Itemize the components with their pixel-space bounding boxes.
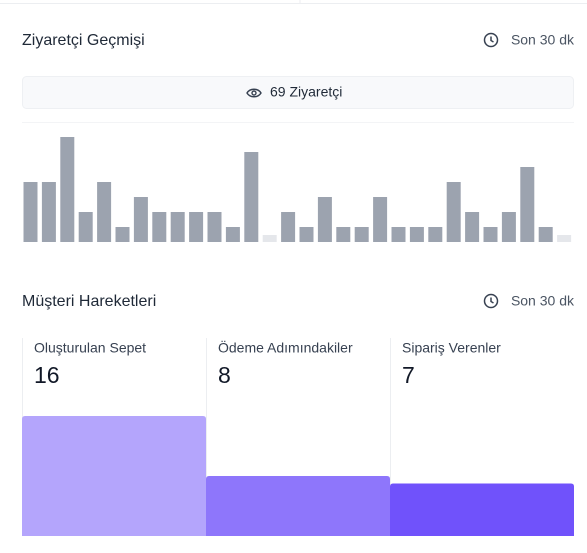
bar — [409, 227, 424, 242]
step-label: Sipariş Verenler — [402, 340, 501, 356]
period: Son 30 dk — [511, 32, 575, 48]
summary-box — [22, 76, 574, 109]
bar — [538, 227, 553, 242]
period: Son 30 dk — [511, 293, 575, 309]
section-title: Müşteri Hareketleri — [22, 293, 156, 310]
bar — [465, 212, 480, 242]
bar — [225, 227, 240, 242]
bar — [60, 137, 75, 242]
bar — [281, 212, 296, 242]
bar — [483, 227, 498, 242]
summary: 69 Ziyaretçi — [270, 84, 342, 100]
step-label: Ödeme Adımındakiler — [218, 339, 353, 356]
bar — [78, 212, 93, 242]
bar — [446, 182, 461, 242]
bar — [501, 212, 516, 242]
step-value: 16 — [34, 362, 60, 388]
bar — [41, 182, 56, 242]
bar — [317, 197, 332, 242]
step-value: 8 — [218, 362, 231, 388]
bar — [520, 167, 535, 242]
bar — [391, 227, 406, 242]
funnel-bar — [206, 476, 390, 536]
funnel-bar — [390, 483, 574, 536]
eye-icon — [246, 88, 262, 98]
bar — [428, 227, 443, 242]
bar — [354, 227, 369, 242]
bar — [207, 212, 222, 242]
bar — [170, 212, 185, 242]
bar — [115, 227, 130, 242]
bar — [189, 212, 204, 242]
funnel-bar — [22, 416, 206, 536]
bar — [23, 182, 38, 242]
bar — [133, 197, 148, 242]
section-title: Ziyaretçi Geçmişi — [22, 32, 145, 49]
clock-icon — [483, 32, 499, 48]
bar — [262, 235, 277, 242]
clock-icon — [483, 293, 499, 309]
bar — [373, 197, 388, 242]
bar — [557, 235, 572, 242]
step-value: 7 — [402, 362, 415, 388]
bar — [244, 152, 259, 242]
step-label: Oluşturulan Sepet — [34, 340, 146, 356]
bar — [336, 227, 351, 242]
bar — [152, 212, 167, 242]
bar — [299, 227, 314, 242]
bar — [97, 182, 112, 242]
